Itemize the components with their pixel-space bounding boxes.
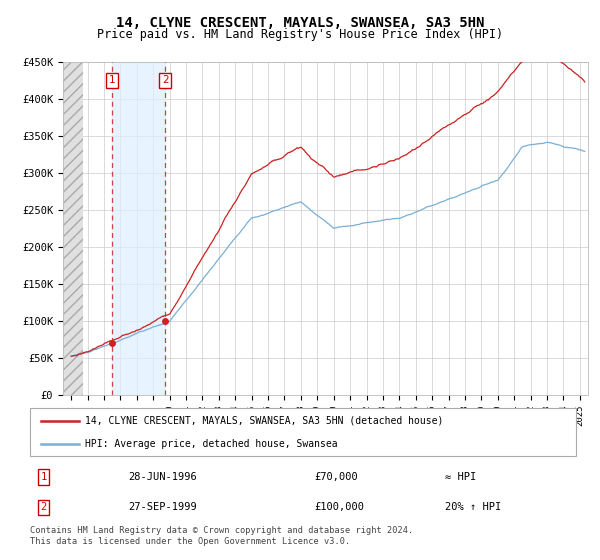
- Text: £100,000: £100,000: [314, 502, 364, 512]
- Text: 2: 2: [162, 75, 169, 85]
- Text: 1: 1: [41, 472, 47, 482]
- Text: 27-SEP-1999: 27-SEP-1999: [128, 502, 197, 512]
- Text: Contains HM Land Registry data © Crown copyright and database right 2024.
This d: Contains HM Land Registry data © Crown c…: [30, 526, 413, 546]
- Bar: [63, 62, 83, 395]
- Text: ≈ HPI: ≈ HPI: [445, 472, 476, 482]
- Text: 1: 1: [109, 75, 115, 85]
- Text: Price paid vs. HM Land Registry's House Price Index (HPI): Price paid vs. HM Land Registry's House …: [97, 28, 503, 41]
- Text: HPI: Average price, detached house, Swansea: HPI: Average price, detached house, Swan…: [85, 439, 337, 449]
- Text: £70,000: £70,000: [314, 472, 358, 482]
- Text: 14, CLYNE CRESCENT, MAYALS, SWANSEA, SA3 5HN: 14, CLYNE CRESCENT, MAYALS, SWANSEA, SA3…: [116, 16, 484, 30]
- Bar: [112, 62, 166, 395]
- Text: 2: 2: [41, 502, 47, 512]
- Text: 20% ↑ HPI: 20% ↑ HPI: [445, 502, 501, 512]
- Text: 14, CLYNE CRESCENT, MAYALS, SWANSEA, SA3 5HN (detached house): 14, CLYNE CRESCENT, MAYALS, SWANSEA, SA3…: [85, 416, 443, 426]
- Text: 28-JUN-1996: 28-JUN-1996: [128, 472, 197, 482]
